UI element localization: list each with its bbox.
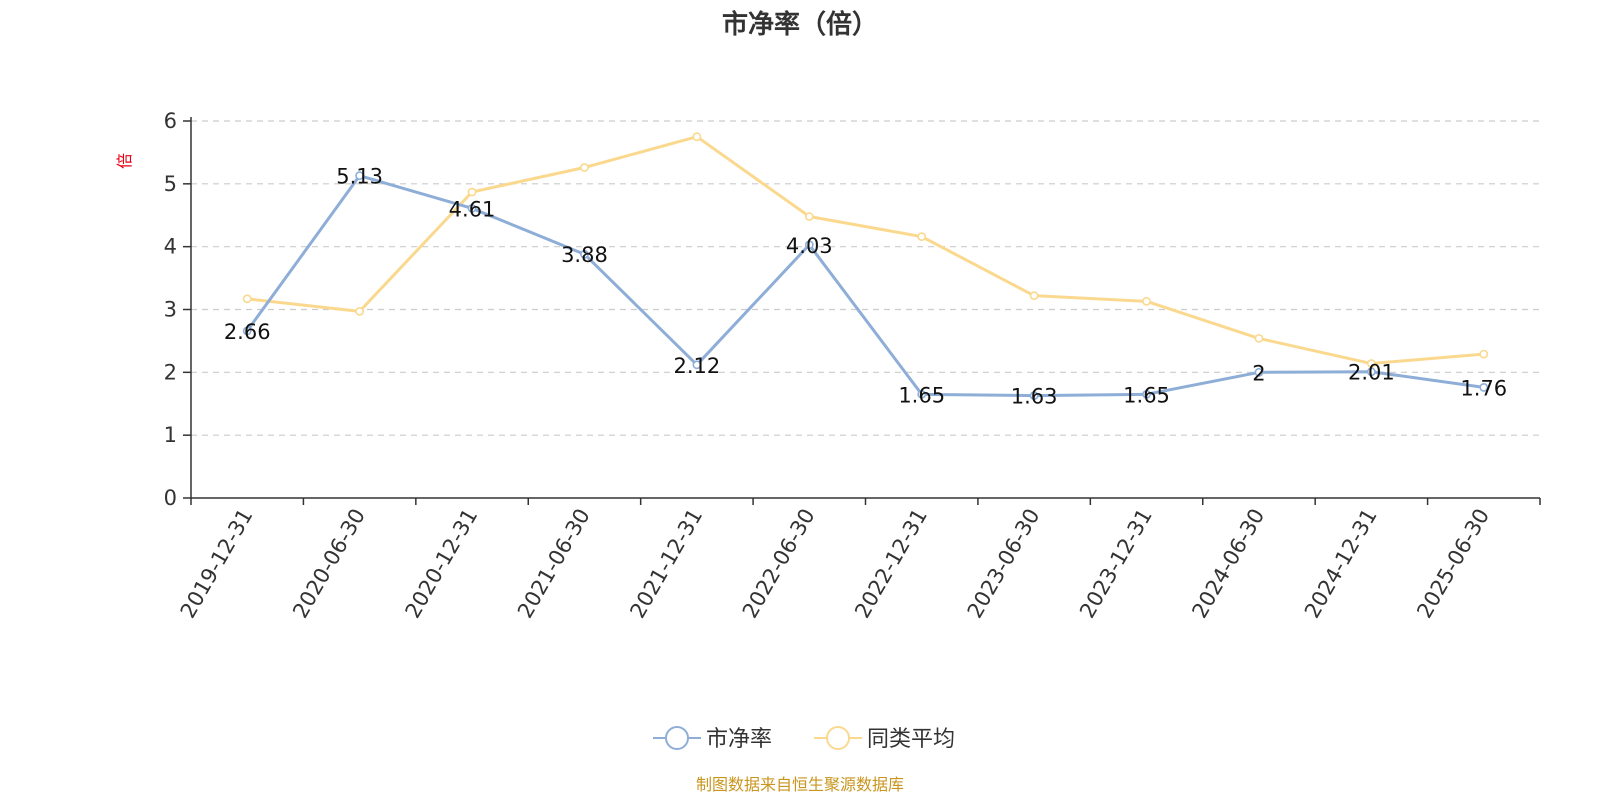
data-label: 2.66 — [224, 320, 271, 344]
y-axis-label: 倍 — [115, 153, 134, 169]
y-tick-label: 3 — [164, 298, 177, 322]
legend-item-1[interactable]: 同类平均 — [814, 726, 955, 752]
data-label: 4.03 — [786, 234, 833, 258]
series-line-0 — [245, 174, 1484, 398]
series-point-1[interactable] — [580, 163, 589, 172]
series-line-1 — [247, 135, 1484, 366]
series-point-0[interactable] — [1254, 367, 1264, 377]
chart-title: 市净率（倍） — [722, 9, 878, 40]
series-point-0[interactable] — [1366, 367, 1376, 377]
x-tick-label: 2019-12-31 — [176, 505, 258, 623]
legend-label: 市净率 — [706, 727, 772, 752]
data-label: 1.65 — [1123, 383, 1170, 407]
legend-label: 同类平均 — [867, 727, 955, 752]
data-label: 3.88 — [561, 243, 608, 267]
data-label: 2.12 — [673, 354, 720, 378]
data-label: 2 — [1252, 361, 1265, 385]
x-tick-label: 2023-06-30 — [963, 505, 1045, 623]
legend-marker — [826, 726, 850, 750]
series-point-1[interactable] — [1479, 349, 1489, 359]
x-tick-label: 2024-06-30 — [1187, 505, 1269, 623]
y-tick-label: 5 — [164, 172, 177, 196]
series-point-0[interactable] — [917, 389, 927, 399]
series-point-0[interactable] — [1479, 383, 1489, 392]
series-point-0[interactable] — [804, 240, 814, 250]
series-point-1[interactable] — [467, 187, 477, 197]
grid-lines — [191, 120, 1540, 436]
series-point-1[interactable] — [242, 294, 252, 304]
legend-item-0[interactable]: 市净率 — [653, 726, 772, 752]
series-lines — [242, 132, 1489, 400]
x-tick-label: 2020-06-30 — [288, 505, 370, 623]
y-tick-label: 4 — [164, 235, 177, 259]
x-tick-label: 2025-06-30 — [1412, 505, 1494, 623]
series-point-1[interactable] — [804, 212, 814, 221]
y-tick-label: 2 — [164, 360, 177, 384]
legend[interactable]: 市净率 同类平均 — [653, 726, 955, 752]
data-label: 4.61 — [449, 197, 496, 221]
x-tick-label: 2021-06-30 — [513, 505, 595, 623]
x-tick-label: 2021-12-31 — [625, 505, 707, 623]
x-tick-label: 2024-12-31 — [1300, 505, 1382, 623]
data-label: 1.63 — [1011, 385, 1058, 409]
series-point-0[interactable] — [1142, 389, 1151, 399]
y-tick-label: 0 — [164, 486, 177, 510]
series-point-0[interactable] — [242, 326, 252, 336]
data-label: 1.76 — [1460, 376, 1507, 400]
y-tick-label: 1 — [164, 423, 177, 447]
series-point-1[interactable] — [355, 306, 365, 316]
series-point-1[interactable] — [692, 132, 702, 142]
data-label: 5.13 — [336, 165, 383, 189]
x-tick-label: 2022-06-30 — [738, 505, 820, 623]
legend-marker — [665, 726, 689, 750]
series-point-0[interactable] — [580, 249, 589, 259]
series-point-0[interactable] — [692, 360, 702, 370]
series-point-1[interactable] — [1029, 291, 1039, 301]
series-point-0[interactable] — [1029, 391, 1039, 400]
x-tick-label: 2022-12-31 — [850, 505, 932, 623]
data-label: 2.01 — [1348, 361, 1395, 385]
series-point-1[interactable] — [1366, 359, 1376, 368]
x-tick-label: 2023-12-31 — [1075, 505, 1157, 623]
series-point-1[interactable] — [1142, 296, 1151, 306]
source-note: 制图数据来自恒生聚源数据库 — [696, 775, 904, 794]
series-point-1[interactable] — [917, 232, 927, 242]
y-tick-label: 6 — [164, 109, 177, 133]
series-point-0[interactable] — [467, 203, 477, 213]
data-label: 1.65 — [898, 383, 945, 407]
series-point-0[interactable] — [355, 171, 365, 181]
x-tick-label: 2020-12-31 — [401, 505, 483, 623]
data-labels: 2.66 5.13 4.61 3.88 2.12 4.03 1.65 1.63 1.65 2 2.0… — [224, 165, 1507, 409]
series-point-1[interactable] — [1254, 334, 1264, 343]
